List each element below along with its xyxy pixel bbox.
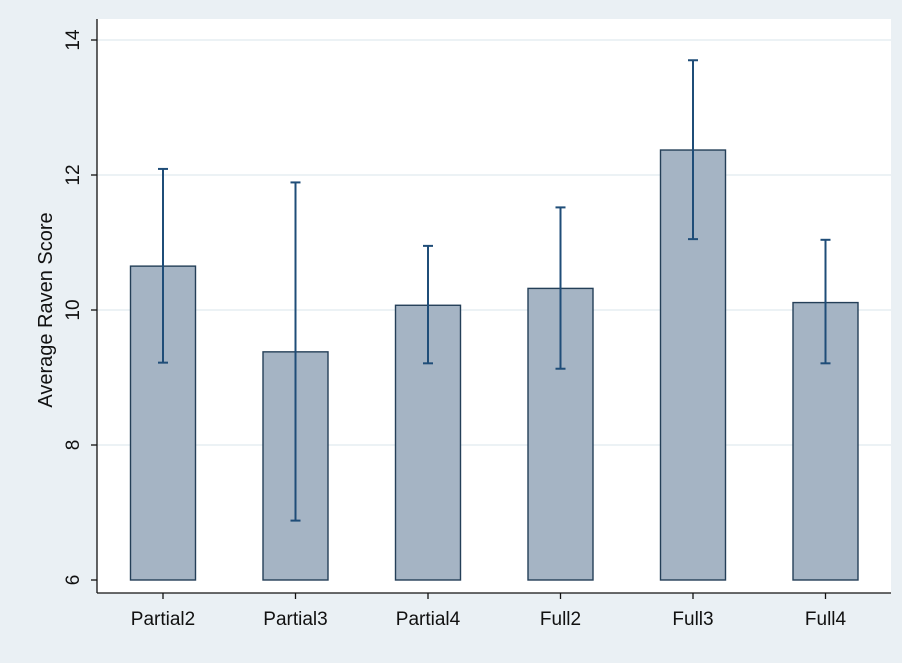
y-tick-label: 8 (63, 440, 84, 451)
x-ticks: Partial2 Partial3 Partial4 Full2 Full3 Full4 (131, 593, 847, 630)
y-axis-title: Average Raven Score (35, 212, 57, 407)
plot-area (97, 19, 891, 593)
y-tick-label: 10 (63, 299, 84, 320)
x-tick-label: Full2 (540, 609, 581, 630)
x-tick-label: Partial3 (263, 609, 327, 630)
error-bars (158, 59, 831, 522)
grid-lines (97, 39, 891, 446)
y-tick-label: 14 (63, 29, 84, 51)
x-tick-label: Full4 (805, 609, 847, 630)
x-tick-label: Partial2 (131, 609, 195, 630)
axes (96, 19, 891, 594)
x-tick-label: Partial4 (396, 609, 461, 630)
y-tick-label: 6 (63, 575, 84, 586)
x-tick-label: Full3 (672, 609, 713, 630)
y-ticks: 6 8 10 12 14 (63, 29, 97, 585)
y-tick-label: 12 (63, 164, 84, 185)
